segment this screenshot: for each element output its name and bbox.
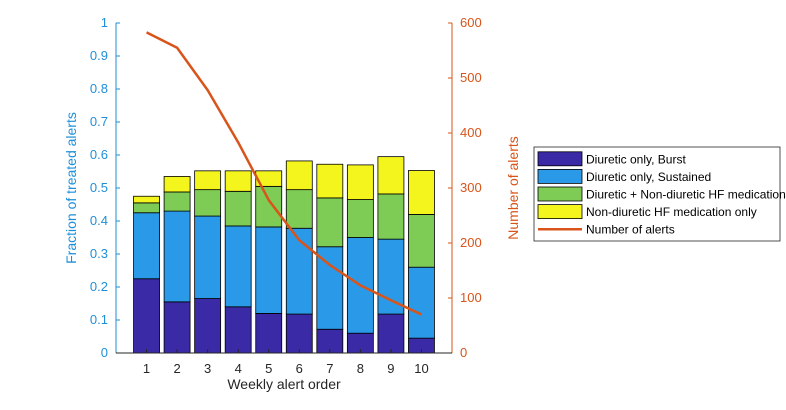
- x-tick-label: 4: [235, 361, 242, 376]
- bar-2-1: [134, 213, 160, 279]
- left-tick-label: 0.3: [90, 246, 108, 261]
- left-axis-title: Fraction of treated alerts: [63, 112, 79, 264]
- bar-4-2: [164, 176, 190, 192]
- bar-2-3: [195, 216, 221, 298]
- bar-3-7: [317, 198, 343, 247]
- bar-3-4: [225, 191, 251, 226]
- right-tick-label: 200: [460, 235, 482, 250]
- left-tick-label: 0.7: [90, 114, 108, 129]
- bar-3-10: [408, 214, 434, 267]
- bar-4-4: [225, 171, 251, 191]
- bar-2-2: [164, 211, 190, 302]
- bar-3-5: [256, 186, 282, 227]
- right-tick-label: 100: [460, 290, 482, 305]
- bar-3-8: [347, 200, 373, 238]
- left-tick-label: 0.5: [90, 180, 108, 195]
- bar-1-9: [378, 314, 404, 353]
- legend-label-4: Non-diuretic HF medication only: [586, 205, 757, 219]
- x-tick-label: 7: [326, 361, 333, 376]
- legend: Diuretic only, Burst Diuretic only, Susta…: [534, 147, 786, 241]
- x-tick-label: 3: [204, 361, 211, 376]
- left-tick-label: 0.8: [90, 81, 108, 96]
- x-tick-label: 9: [387, 361, 394, 376]
- right-tick-label: 400: [460, 125, 482, 140]
- bar-1-5: [256, 313, 282, 353]
- legend-swatch-3: [538, 187, 582, 201]
- left-tick-label: 0.2: [90, 279, 108, 294]
- x-axis-title: Weekly alert order: [227, 376, 341, 392]
- bar-4-9: [378, 157, 404, 194]
- bar-1-6: [286, 314, 312, 353]
- bar-4-7: [317, 164, 343, 198]
- bar-1-2: [164, 302, 190, 353]
- bars-layer: [134, 157, 435, 353]
- bar-2-5: [256, 227, 282, 313]
- left-tick-label: 0.4: [90, 213, 108, 228]
- bar-1-3: [195, 299, 221, 353]
- bar-3-9: [378, 194, 404, 239]
- bar-3-1: [134, 203, 160, 213]
- legend-swatch-2: [538, 169, 582, 183]
- bar-2-10: [408, 267, 434, 338]
- bar-2-9: [378, 239, 404, 314]
- bar-3-3: [195, 190, 221, 216]
- right-axis-title: Number of alerts: [505, 136, 521, 239]
- x-tick-label: 1: [143, 361, 150, 376]
- bar-3-2: [164, 192, 190, 211]
- bar-1-1: [134, 279, 160, 353]
- legend-swatch-4: [538, 205, 582, 219]
- right-tick-label: 300: [460, 180, 482, 195]
- bar-1-4: [225, 307, 251, 353]
- x-tick-label: 2: [173, 361, 180, 376]
- x-tick-label: 10: [414, 361, 428, 376]
- left-tick-label: 0.9: [90, 48, 108, 63]
- right-tick-label: 600: [460, 15, 482, 30]
- legend-swatch-1: [538, 152, 582, 166]
- left-tick-label: 0: [101, 345, 108, 360]
- bar-4-10: [408, 171, 434, 215]
- right-tick-label: 500: [460, 70, 482, 85]
- legend-label-5: Number of alerts: [586, 223, 675, 237]
- x-tick-label: 8: [357, 361, 364, 376]
- left-tick-label: 0.1: [90, 312, 108, 327]
- legend-label-1: Diuretic only, Burst: [586, 152, 686, 166]
- bar-4-6: [286, 161, 312, 190]
- bar-4-3: [195, 171, 221, 190]
- left-tick-label: 1: [101, 15, 108, 30]
- right-tick-label: 0: [460, 345, 467, 360]
- bar-4-1: [134, 196, 160, 203]
- bar-3-6: [286, 190, 312, 229]
- x-tick-label: 6: [296, 361, 303, 376]
- bar-4-8: [347, 165, 373, 200]
- bar-2-4: [225, 226, 251, 307]
- legend-label-2: Diuretic only, Sustained: [586, 170, 711, 184]
- legend-label-3: Diuretic + Non-diuretic HF medication: [586, 188, 786, 202]
- left-tick-label: 0.6: [90, 147, 108, 162]
- x-tick-label: 5: [265, 361, 272, 376]
